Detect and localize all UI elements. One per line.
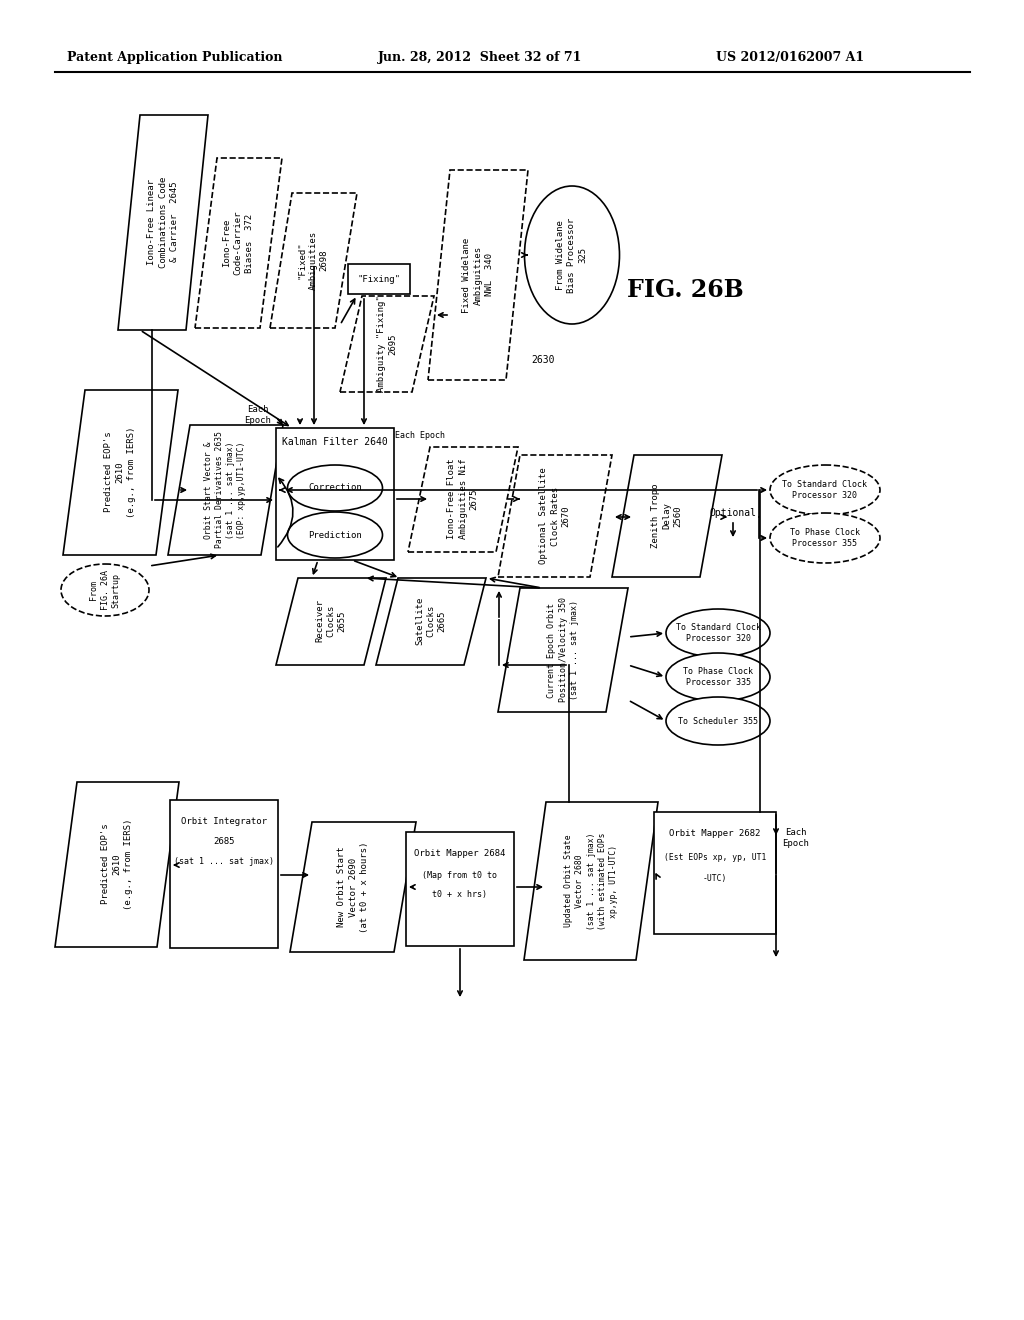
Text: To Phase Clock
Processor 335: To Phase Clock Processor 335 (683, 667, 753, 686)
Ellipse shape (666, 609, 770, 657)
Text: To Phase Clock
Processor 355: To Phase Clock Processor 355 (790, 528, 860, 548)
Text: Fixed Widelane
Ambiguities
NWL  340: Fixed Widelane Ambiguities NWL 340 (463, 238, 494, 313)
Text: To Standard Clock
Processor 320: To Standard Clock Processor 320 (782, 480, 867, 500)
Text: Optional: Optional (710, 508, 757, 517)
Text: Each Epoch: Each Epoch (395, 430, 445, 440)
Bar (276, 428, 394, 560)
Text: "Fixing": "Fixing" (357, 275, 400, 284)
Text: Iono-Free Float
Ambiguities Nif
2675: Iono-Free Float Ambiguities Nif 2675 (447, 458, 478, 540)
Bar (348, 264, 410, 294)
Text: Ambiguity "Fixing"
2695: Ambiguity "Fixing" 2695 (377, 296, 397, 392)
Bar (406, 832, 514, 946)
Text: Orbit Mapper 2684: Orbit Mapper 2684 (415, 850, 506, 858)
Text: To Scheduler 355: To Scheduler 355 (678, 717, 758, 726)
Ellipse shape (770, 465, 880, 515)
Text: -UTC): -UTC) (702, 874, 727, 883)
Text: 2630: 2630 (531, 355, 555, 366)
Text: Each
Epoch: Each Epoch (245, 405, 271, 425)
Ellipse shape (666, 697, 770, 744)
Text: FIG. 26B: FIG. 26B (627, 279, 743, 302)
Bar (654, 812, 776, 935)
Polygon shape (376, 578, 486, 665)
Text: (Map from t0 to: (Map from t0 to (423, 871, 498, 880)
Text: Predicted EOP's
2610
(e.g., from IERS): Predicted EOP's 2610 (e.g., from IERS) (101, 818, 132, 909)
Text: From Widelane
Bias Processor
325: From Widelane Bias Processor 325 (556, 218, 588, 293)
Ellipse shape (288, 465, 383, 511)
Text: Each
Epoch: Each Epoch (782, 828, 809, 847)
Text: Orbit Start Vector &
Partial Derivatives 2635
(sat 1 ... sat jmax)
(EOP: xp,yp,U: Orbit Start Vector & Partial Derivatives… (204, 432, 246, 549)
Text: Receiver
Clocks
2655: Receiver Clocks 2655 (315, 599, 346, 643)
Text: Prediction: Prediction (308, 531, 361, 540)
Text: Updated Orbit State
Vector 2680
(sat 1 ... sat jmax)
(with estimated EOPs
xp,yp,: Updated Orbit State Vector 2680 (sat 1 .… (564, 832, 617, 929)
Polygon shape (55, 781, 179, 946)
Ellipse shape (770, 513, 880, 564)
Text: (Est EOPs xp, yp, UT1: (Est EOPs xp, yp, UT1 (664, 854, 766, 862)
Text: t0 + x hrs): t0 + x hrs) (432, 891, 487, 899)
Polygon shape (428, 170, 528, 380)
Text: New Orbit Start
Vector 2690
(at t0 + x hours): New Orbit Start Vector 2690 (at t0 + x h… (337, 841, 369, 933)
Text: 2685: 2685 (213, 837, 234, 846)
Text: To Standard Clock
Processor 320: To Standard Clock Processor 320 (676, 623, 761, 643)
Text: Current Epoch Orbit
Position/Velocity 350
(sat 1 ... sat jmax): Current Epoch Orbit Position/Velocity 35… (548, 598, 579, 702)
Text: Predicted EOP's
2610
(e.g., from IERS): Predicted EOP's 2610 (e.g., from IERS) (104, 426, 135, 517)
Polygon shape (498, 587, 628, 711)
Polygon shape (276, 578, 386, 665)
Text: Iono-Free
Code-Carrier
Biases  372: Iono-Free Code-Carrier Biases 372 (222, 211, 254, 276)
Polygon shape (524, 803, 658, 960)
Text: Patent Application Publication: Patent Application Publication (68, 50, 283, 63)
Text: From
FIG. 26A
Startup: From FIG. 26A Startup (89, 570, 121, 610)
Polygon shape (118, 115, 208, 330)
Polygon shape (612, 455, 722, 577)
Text: Kalman Filter 2640: Kalman Filter 2640 (283, 437, 388, 447)
Text: Orbit Integrator: Orbit Integrator (181, 817, 267, 826)
Polygon shape (195, 158, 282, 327)
Polygon shape (270, 193, 357, 327)
Polygon shape (290, 822, 416, 952)
Polygon shape (408, 447, 518, 552)
Polygon shape (63, 389, 178, 554)
Ellipse shape (666, 653, 770, 701)
Text: Correction: Correction (308, 483, 361, 492)
Polygon shape (498, 455, 612, 577)
Text: Satellite
Clocks
2665: Satellite Clocks 2665 (416, 597, 446, 645)
Bar (170, 800, 278, 948)
Ellipse shape (524, 186, 620, 323)
Polygon shape (168, 425, 283, 554)
Polygon shape (340, 296, 434, 392)
Text: US 2012/0162007 A1: US 2012/0162007 A1 (716, 50, 864, 63)
Text: "Fixed"
Ambiguities
2698: "Fixed" Ambiguities 2698 (297, 231, 329, 289)
Ellipse shape (288, 512, 383, 558)
Text: Jun. 28, 2012  Sheet 32 of 71: Jun. 28, 2012 Sheet 32 of 71 (378, 50, 583, 63)
Ellipse shape (61, 564, 150, 616)
Text: Orbit Mapper 2682: Orbit Mapper 2682 (670, 829, 761, 838)
Text: (sat 1 ... sat jmax): (sat 1 ... sat jmax) (174, 858, 274, 866)
Text: Zenith Tropo
Delay
2560: Zenith Tropo Delay 2560 (651, 483, 683, 548)
Text: Iono-Free Linear
Combinations Code
& Carrier  2645: Iono-Free Linear Combinations Code & Car… (147, 177, 178, 268)
Text: Optional Satellite
Clock Rates
2670: Optional Satellite Clock Rates 2670 (540, 467, 570, 565)
